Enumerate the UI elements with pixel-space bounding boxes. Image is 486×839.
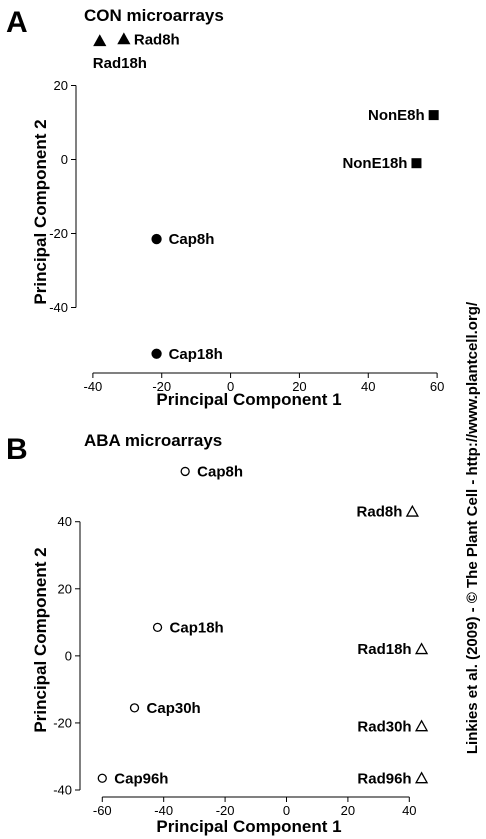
x-tick-label: 40 bbox=[361, 379, 375, 394]
data-point: Rad18h bbox=[93, 34, 147, 72]
x-tick-label: -40 bbox=[83, 379, 102, 394]
square-marker bbox=[428, 110, 439, 121]
triangle-marker bbox=[405, 504, 419, 517]
panel-b-title: ABA microarrays bbox=[84, 431, 222, 450]
x-tick-label: -20 bbox=[216, 803, 235, 818]
panel-b-y-axis-label: Principal Component 2 bbox=[31, 547, 50, 732]
data-point: Rad30h bbox=[357, 718, 429, 735]
x-tick-label: 60 bbox=[430, 379, 444, 394]
point-label: Rad96h bbox=[357, 770, 411, 787]
point-label: Cap18h bbox=[170, 619, 224, 636]
data-point: Cap8h bbox=[151, 231, 215, 248]
triangle-marker bbox=[117, 32, 131, 45]
y-tick-label: 40 bbox=[58, 514, 72, 529]
panel-b-letter: B bbox=[6, 433, 28, 466]
x-tick-label: -40 bbox=[154, 803, 173, 818]
point-label: Rad8h bbox=[134, 31, 180, 48]
point-label: NonE18h bbox=[342, 155, 407, 172]
data-point: Cap18h bbox=[152, 619, 224, 636]
x-tick-label: -60 bbox=[93, 803, 112, 818]
point-label: Rad18h bbox=[93, 55, 147, 72]
data-point: Cap30h bbox=[129, 700, 201, 717]
y-tick-label: -20 bbox=[49, 226, 68, 241]
data-point: Rad8h bbox=[117, 31, 180, 48]
x-tick-label: 0 bbox=[283, 803, 290, 818]
data-point: Rad18h bbox=[357, 641, 429, 658]
y-tick-label: 0 bbox=[61, 152, 68, 167]
triangle-marker bbox=[414, 719, 429, 732]
circle-marker bbox=[180, 466, 190, 477]
data-point: NonE18h bbox=[342, 155, 422, 172]
circle-marker bbox=[152, 622, 163, 633]
triangle-marker bbox=[414, 642, 429, 655]
point-label: Cap30h bbox=[147, 700, 201, 717]
data-point: Rad96h bbox=[357, 770, 429, 787]
square-marker bbox=[411, 158, 422, 169]
triangle-marker bbox=[414, 771, 429, 784]
data-point: Rad8h bbox=[357, 504, 419, 521]
point-label: Cap18h bbox=[169, 346, 223, 363]
data-point: Cap96h bbox=[97, 770, 168, 787]
credit-line: Linkies et al. (2009) - © The Plant Cell… bbox=[464, 301, 481, 754]
circle-marker bbox=[151, 233, 162, 245]
point-label: Rad30h bbox=[357, 718, 411, 735]
x-tick-label: 20 bbox=[292, 379, 306, 394]
x-tick-label: 40 bbox=[402, 803, 416, 818]
circle-marker bbox=[151, 348, 162, 359]
panel-a-title: CON microarrays bbox=[84, 6, 224, 25]
y-tick-label: -40 bbox=[49, 300, 68, 315]
circle-marker bbox=[97, 773, 107, 783]
point-label: Rad18h bbox=[357, 641, 411, 658]
y-tick-label: -40 bbox=[53, 783, 72, 798]
panel-a-x-axis-label: Principal Component 1 bbox=[156, 390, 341, 409]
y-axis: 20 0 -20 -40 bbox=[49, 78, 77, 315]
triangle-marker bbox=[93, 34, 107, 47]
panel-a-y-axis-label: Principal Component 2 bbox=[31, 119, 50, 304]
plot-b: -60 -40 -20 0 20 40 40 20 0 -20 -40 Cap8h Cap18h Cap3… bbox=[53, 463, 429, 818]
point-label: Cap8h bbox=[169, 231, 215, 248]
y-tick-label: -20 bbox=[53, 715, 72, 730]
x-tick-label: 0 bbox=[227, 379, 234, 394]
y-axis: 40 20 0 -20 -40 bbox=[53, 514, 81, 798]
plot-a: -40 -20 0 20 40 60 20 0 -20 -40 Rad8h Rad18h NonE8h N… bbox=[49, 31, 444, 394]
data-point: Cap8h bbox=[180, 463, 243, 480]
x-tick-label: -20 bbox=[152, 379, 171, 394]
point-label: Cap96h bbox=[114, 770, 168, 787]
point-label: Cap8h bbox=[197, 463, 243, 480]
panel-a-letter: A bbox=[6, 6, 28, 39]
panel-a: A CON microarrays -40 -20 0 20 40 60200-20-40… bbox=[6, 6, 444, 409]
panel-b: B ABA microarrays -60 -40 -20 0 20 40 40 20 0 -20… bbox=[6, 431, 429, 836]
data-point: NonE8h bbox=[368, 107, 439, 124]
panel-b-x-axis-label: Principal Component 1 bbox=[156, 817, 341, 836]
y-tick-label: 20 bbox=[58, 581, 72, 596]
circle-marker bbox=[129, 703, 140, 713]
x-axis: -40 -20 0 20 40 60 bbox=[83, 372, 444, 394]
data-point: Cap18h bbox=[151, 346, 223, 363]
x-axis: -60 -40 -20 0 20 40 bbox=[93, 796, 417, 818]
x-tick-label: 20 bbox=[341, 803, 355, 818]
y-tick-label: 20 bbox=[54, 78, 68, 93]
point-label: NonE8h bbox=[368, 107, 425, 124]
y-tick-label: 0 bbox=[65, 648, 72, 663]
point-label: Rad8h bbox=[357, 504, 403, 521]
